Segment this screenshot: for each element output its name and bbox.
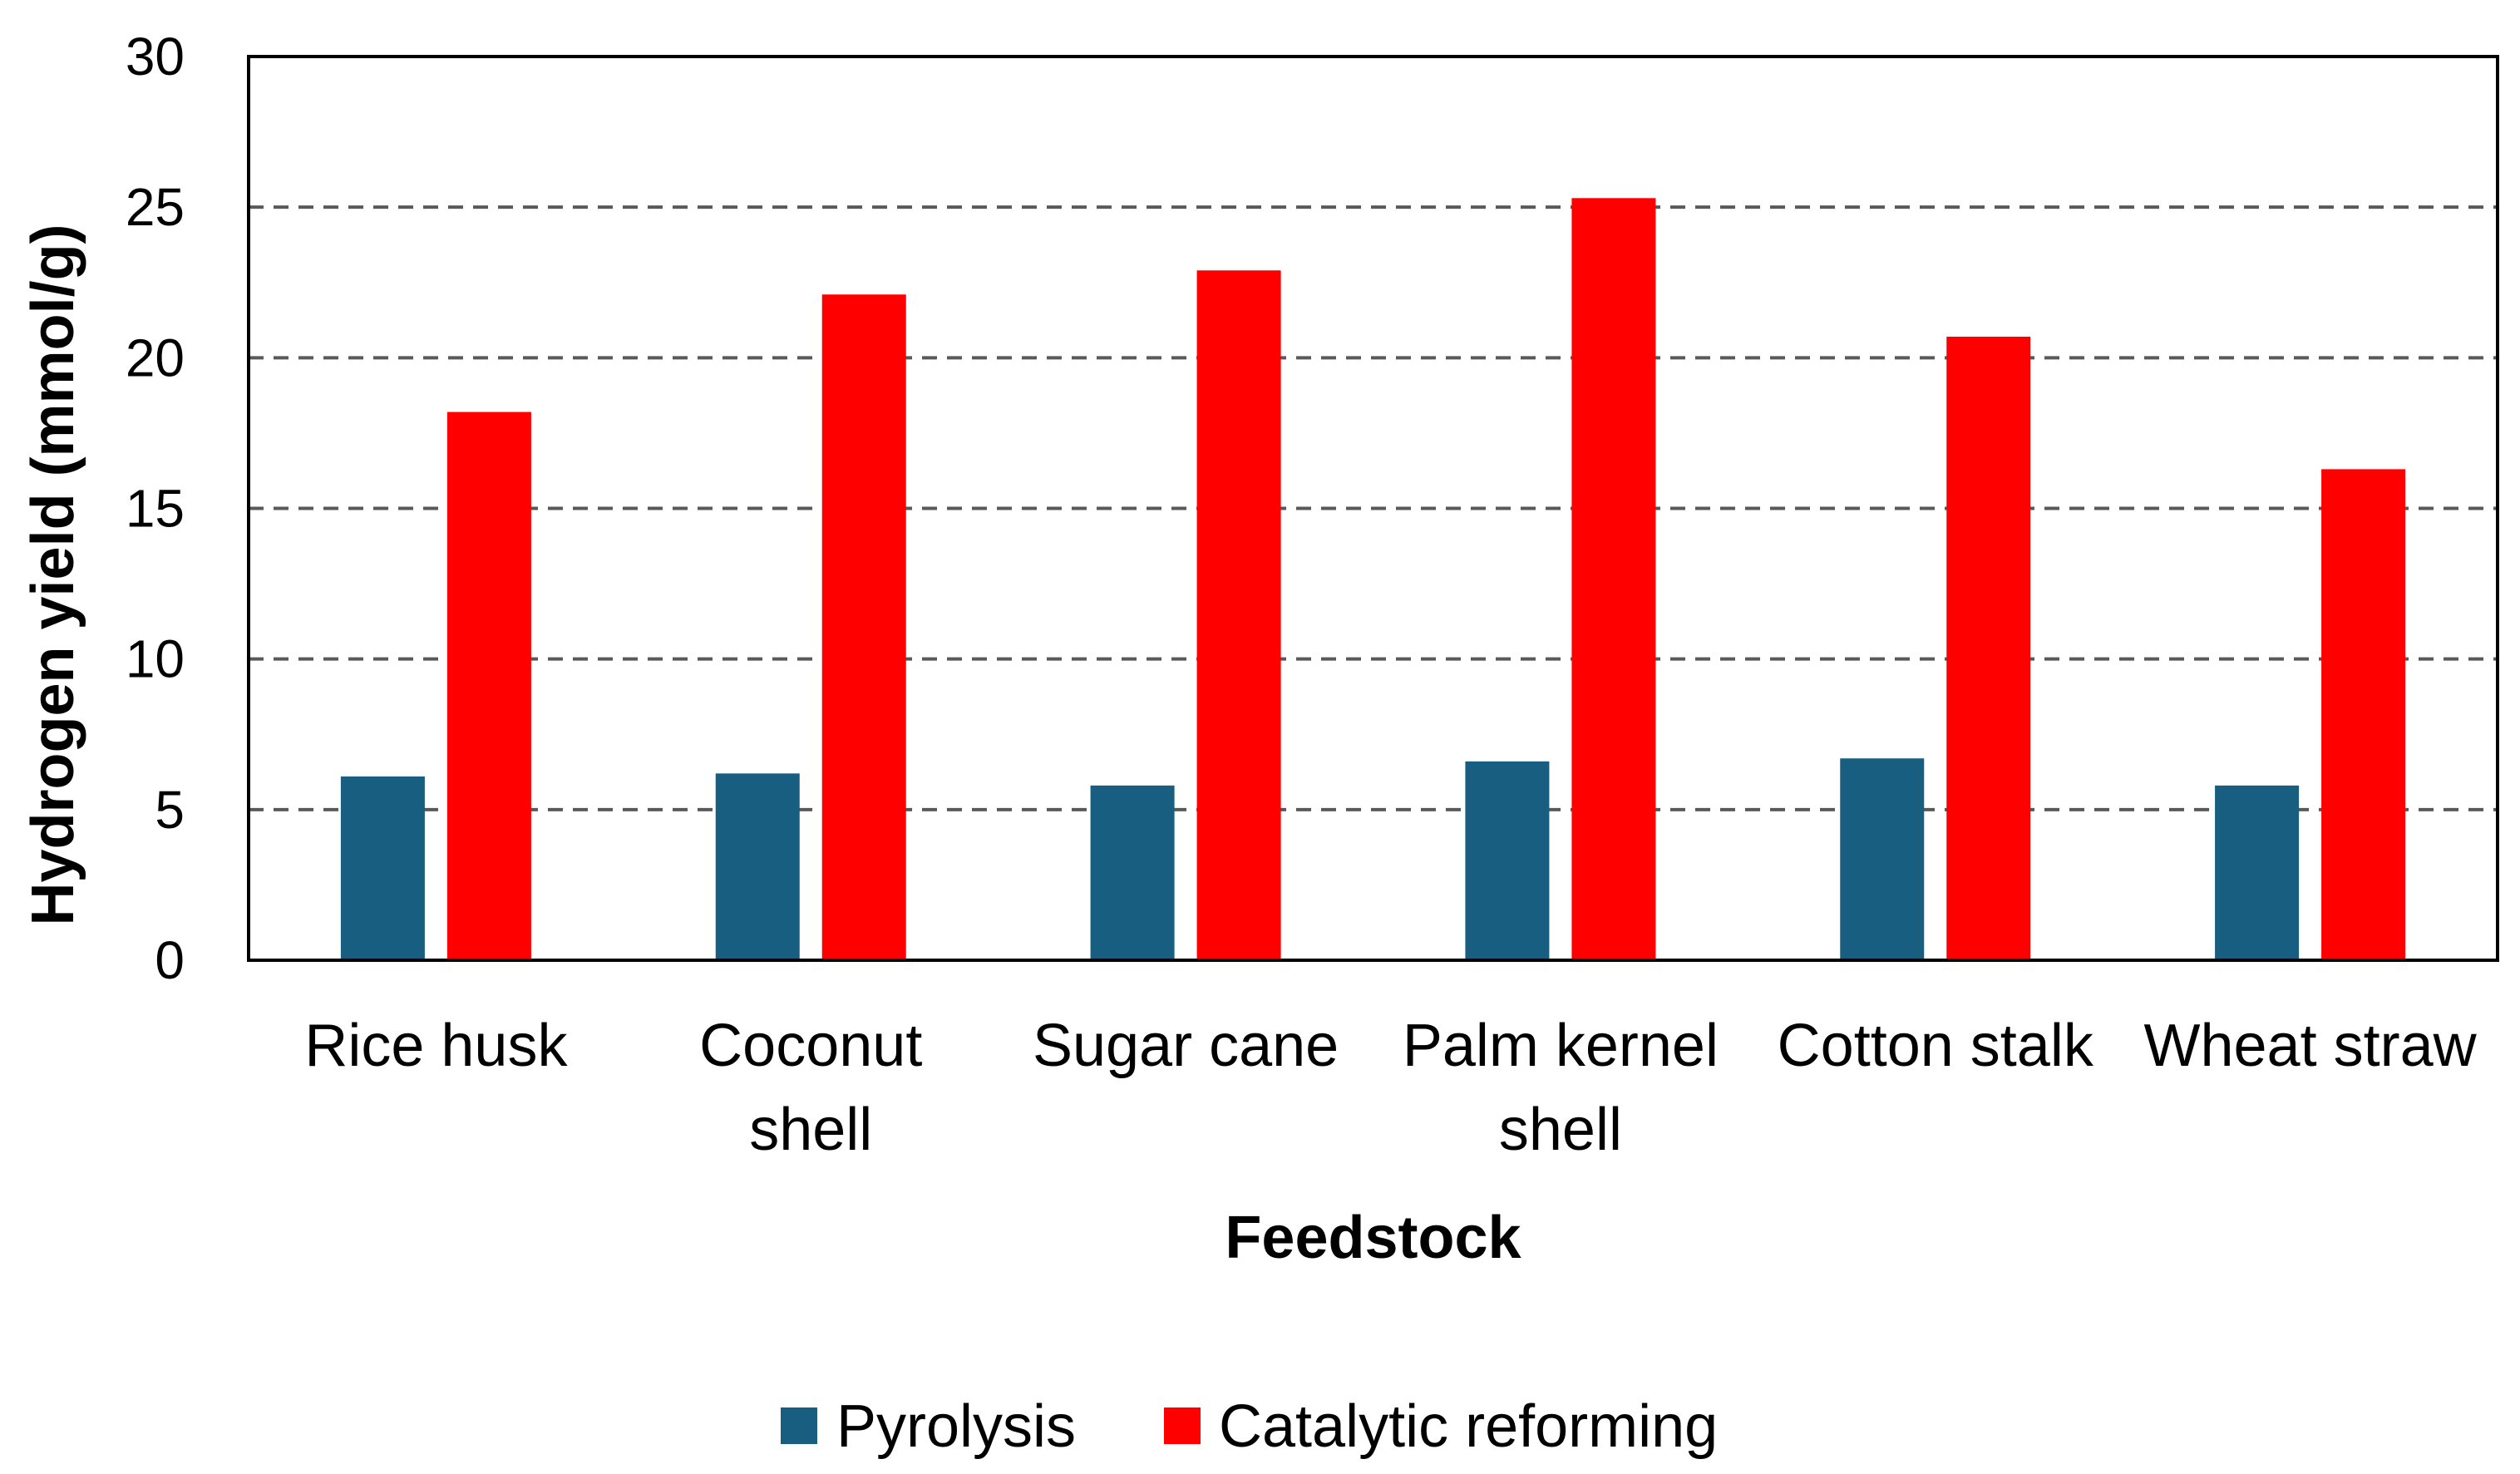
plot-frame: [247, 55, 2499, 962]
x-category-labels: Rice husk Coconut shell Sugar cane Palm kern…: [304, 1013, 2477, 1163]
bar-pyrolysis: [1090, 785, 1175, 960]
bar-pyrolysis: [1465, 761, 1550, 960]
bars: [340, 198, 2406, 961]
y-tick-labels: 0 5 10 15 20 25 30: [126, 27, 185, 990]
x-category-label: Rice husk: [304, 1013, 568, 1079]
x-axis-title: Feedstock: [1225, 1205, 1521, 1271]
y-axis-title: Hydrogen yield (mmol/g): [20, 224, 86, 925]
gridlines: [249, 205, 2498, 811]
y-tick-label: 15: [126, 479, 185, 539]
x-category-label: Cotton stalk: [1778, 1013, 2094, 1079]
y-tick-label: 10: [126, 629, 185, 689]
bar-catalytic-reforming: [1571, 198, 1656, 961]
bar-catalytic-reforming: [2321, 469, 2406, 960]
bar-catalytic-reforming: [1196, 270, 1281, 960]
y-tick-label: 30: [126, 27, 185, 86]
legend-swatch-catalytic-reforming: [1164, 1407, 1201, 1444]
x-category-label: Sugar cane: [1033, 1013, 1339, 1079]
bar-pyrolysis: [340, 776, 425, 960]
bar-pyrolysis: [2215, 785, 2300, 960]
y-tick-label: 25: [126, 177, 185, 237]
y-tick-label: 0: [155, 930, 185, 990]
legend-label-catalytic-reforming: Catalytic reforming: [1219, 1393, 1718, 1460]
bar-pyrolysis: [715, 773, 800, 960]
legend-swatch-pyrolysis: [781, 1407, 817, 1444]
bar-pyrolysis: [1840, 758, 1925, 960]
x-category-label: shell: [1499, 1097, 1622, 1163]
x-category-label: shell: [749, 1097, 872, 1163]
axes: [247, 55, 2499, 962]
x-category-label: Wheat straw: [2144, 1013, 2478, 1079]
bar-catalytic-reforming: [446, 412, 531, 960]
legend: Pyrolysis Catalytic reforming: [781, 1393, 1718, 1460]
bar-catalytic-reforming: [1946, 336, 2031, 961]
legend-label-pyrolysis: Pyrolysis: [836, 1393, 1076, 1460]
x-category-label: Palm kernel: [1403, 1013, 1719, 1079]
y-tick-label: 20: [126, 328, 185, 387]
bar-catalytic-reforming: [821, 294, 906, 960]
y-tick-label: 5: [155, 780, 185, 840]
x-category-label: Coconut: [699, 1013, 922, 1079]
